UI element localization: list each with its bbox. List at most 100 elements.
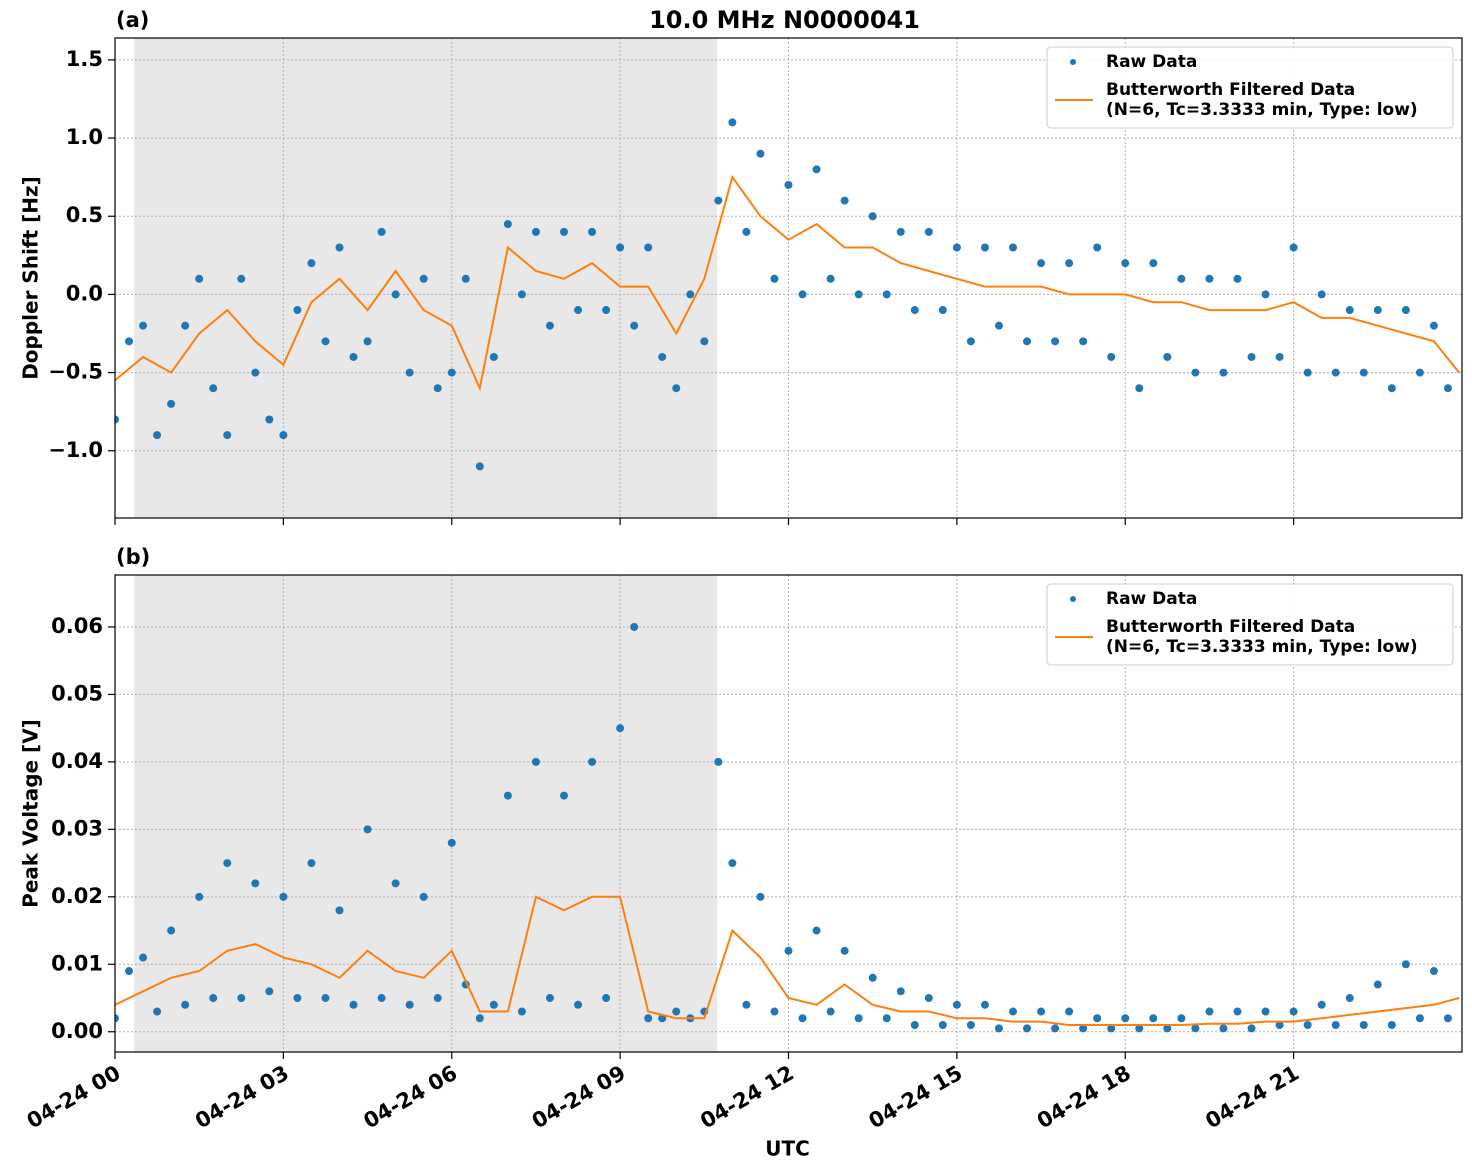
raw-point bbox=[574, 1000, 583, 1009]
raw-point bbox=[237, 994, 246, 1003]
raw-point bbox=[742, 1000, 751, 1009]
raw-point bbox=[1065, 259, 1074, 268]
raw-point bbox=[545, 994, 554, 1003]
raw-point bbox=[1233, 1007, 1242, 1016]
raw-point bbox=[784, 180, 793, 189]
raw-point bbox=[1345, 994, 1354, 1003]
raw-point bbox=[1387, 384, 1396, 393]
filtered-line bbox=[115, 174, 1460, 392]
raw-point bbox=[644, 1014, 653, 1023]
y-tick-label: 0.04 bbox=[51, 749, 103, 773]
raw-point bbox=[630, 321, 639, 330]
raw-point bbox=[840, 196, 849, 205]
raw-point bbox=[994, 321, 1003, 330]
raw-point bbox=[223, 859, 232, 868]
y-tick-label: 1.0 bbox=[66, 125, 103, 149]
raw-point bbox=[966, 1021, 975, 1030]
raw-point bbox=[279, 431, 288, 440]
raw-point bbox=[405, 368, 414, 377]
raw-point bbox=[1373, 306, 1382, 315]
raw-point bbox=[1191, 1024, 1200, 1033]
raw-point bbox=[545, 321, 554, 330]
raw-point bbox=[812, 926, 821, 935]
x-tick-label: 04-24 00 bbox=[23, 1061, 125, 1134]
x-tick-label: 04-24 21 bbox=[1201, 1061, 1303, 1134]
raw-point bbox=[1303, 1021, 1312, 1030]
raw-point bbox=[1107, 352, 1116, 361]
raw-point bbox=[672, 1007, 681, 1016]
raw-point bbox=[115, 1014, 119, 1023]
raw-point bbox=[279, 892, 288, 901]
raw-point bbox=[391, 879, 400, 888]
panel-label: (a) bbox=[116, 8, 149, 32]
raw-point bbox=[139, 953, 148, 962]
raw-point bbox=[1331, 1021, 1340, 1030]
raw-point bbox=[1093, 243, 1102, 252]
raw-point bbox=[1247, 1024, 1256, 1033]
raw-point bbox=[1205, 1007, 1214, 1016]
raw-point bbox=[1177, 274, 1186, 283]
raw-point bbox=[1261, 290, 1270, 299]
raw-point bbox=[672, 384, 681, 393]
raw-point bbox=[966, 337, 975, 346]
raw-point bbox=[798, 290, 807, 299]
raw-point bbox=[602, 306, 611, 315]
raw-point bbox=[1219, 368, 1228, 377]
raw-point bbox=[658, 352, 667, 361]
raw-point bbox=[461, 274, 470, 283]
raw-point bbox=[812, 165, 821, 174]
raw-point bbox=[574, 306, 583, 315]
raw-point bbox=[419, 274, 428, 283]
raw-point bbox=[1037, 259, 1046, 268]
raw-point bbox=[503, 791, 512, 800]
raw-point bbox=[1275, 352, 1284, 361]
raw-point bbox=[307, 259, 316, 268]
panel: 0.00 0.01 0.02 0.03 0.04 0.05 0.06 04-24 00 04-2… bbox=[19, 545, 1463, 1161]
raw-point bbox=[924, 994, 933, 1003]
raw-point bbox=[1373, 980, 1382, 989]
plot-area bbox=[115, 118, 1460, 471]
raw-point bbox=[489, 1000, 498, 1009]
raw-point bbox=[251, 368, 260, 377]
x-tick-label: 04-24 15 bbox=[865, 1061, 967, 1134]
legend-label: Raw Data bbox=[1106, 589, 1197, 609]
raw-point bbox=[980, 1000, 989, 1009]
raw-point bbox=[419, 892, 428, 901]
x-axis-label: UTC bbox=[765, 1137, 810, 1161]
raw-point bbox=[1177, 1014, 1186, 1023]
raw-point bbox=[475, 1014, 484, 1023]
raw-point bbox=[251, 879, 260, 888]
raw-point bbox=[1387, 1021, 1396, 1030]
raw-point bbox=[728, 118, 737, 127]
filtered-line bbox=[115, 895, 1460, 1026]
y-tick-label: 0.01 bbox=[51, 951, 103, 975]
raw-point bbox=[1303, 368, 1312, 377]
raw-point bbox=[503, 220, 512, 229]
raw-point bbox=[952, 243, 961, 252]
raw-point bbox=[1233, 274, 1242, 283]
raw-point bbox=[1219, 1024, 1228, 1033]
raw-point bbox=[882, 290, 891, 299]
raw-point bbox=[1121, 1014, 1130, 1023]
raw-point bbox=[293, 306, 302, 315]
raw-point bbox=[1191, 368, 1200, 377]
raw-point bbox=[1429, 967, 1438, 976]
raw-point bbox=[517, 290, 526, 299]
raw-point bbox=[1009, 243, 1017, 252]
raw-point bbox=[1275, 1021, 1284, 1030]
legend-label: Butterworth Filtered Data (N=6, Tc=3.3333… bbox=[1106, 617, 1418, 657]
y-axis-label: Doppler Shift [Hz] bbox=[19, 176, 43, 380]
raw-point bbox=[938, 306, 947, 315]
chart-title: 10.0 MHz N0000041 bbox=[649, 6, 920, 34]
panel: −1.0 −0.5 0.0 0.5 1.0 1.5 (a) 10.0 MHz N0000041… bbox=[19, 6, 1463, 525]
raw-point bbox=[391, 290, 400, 299]
raw-point bbox=[630, 622, 639, 631]
raw-point bbox=[1429, 321, 1438, 330]
raw-point bbox=[433, 384, 442, 393]
raw-point bbox=[756, 892, 765, 901]
raw-point bbox=[1037, 1007, 1046, 1016]
plot-area bbox=[115, 622, 1460, 1033]
raw-point bbox=[896, 987, 905, 996]
raw-point bbox=[195, 274, 204, 283]
y-tick-label: −1.0 bbox=[48, 438, 103, 462]
